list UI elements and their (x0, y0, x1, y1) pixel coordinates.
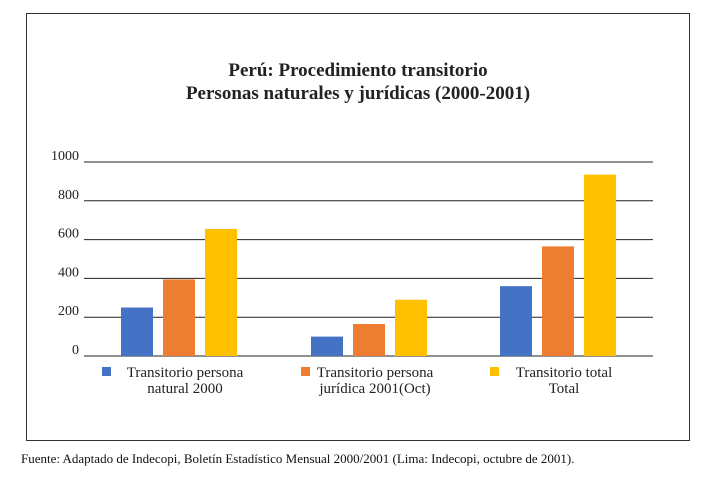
bar (542, 246, 574, 356)
y-tick-label: 0 (72, 343, 79, 358)
x-category-label: Transitorio persona (317, 365, 434, 381)
bar (205, 228, 237, 356)
x-category-label: natural 2000 (147, 381, 222, 397)
source-note: Fuente: Adaptado de Indecopi, Boletín Es… (21, 451, 575, 466)
bar (395, 299, 427, 356)
chart-subtitle: Personas naturales y jurídicas (2000-200… (185, 83, 531, 104)
chart-title: Perú: Procedimiento transitorio (228, 60, 488, 81)
bar (353, 323, 385, 356)
y-tick-label: 200 (58, 304, 79, 319)
legend-swatch (102, 367, 111, 376)
y-tick-label: 1000 (51, 149, 79, 164)
y-tick-label: 600 (58, 227, 79, 242)
bar (163, 279, 195, 356)
bar (500, 286, 532, 356)
y-tick-label: 400 (58, 265, 79, 280)
x-category-label: Total (549, 381, 580, 397)
y-tick-label: 800 (58, 188, 79, 203)
bar (584, 174, 616, 356)
legend-swatch (490, 367, 499, 376)
x-category-label: Transitorio total (516, 365, 613, 381)
chart-frame (26, 13, 690, 441)
legend-swatch (301, 367, 310, 376)
bar (121, 307, 153, 356)
x-category-label: Transitorio persona (127, 365, 244, 381)
bar (311, 336, 343, 356)
x-category-label: jurídica 2001(Oct) (318, 381, 430, 397)
